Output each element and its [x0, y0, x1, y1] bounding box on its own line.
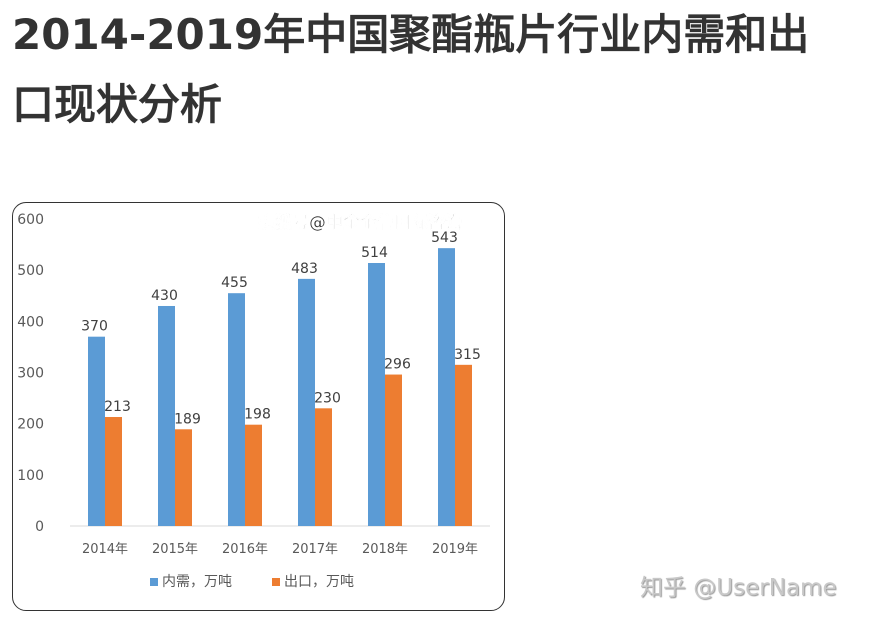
bar-domestic-demand [228, 293, 245, 526]
x-tick-label: 2015年 [152, 542, 198, 557]
y-tick-label: 200 [17, 417, 44, 433]
data-label: 315 [454, 347, 481, 363]
y-tick-label: 0 [35, 519, 44, 535]
page-title-line-1: 2014-2019年中国聚酯瓶片行业内需和出 [12, 10, 810, 59]
data-label: 213 [104, 399, 131, 415]
data-label: 455 [221, 275, 248, 291]
bar-export [315, 408, 332, 526]
bar-export [385, 374, 402, 526]
data-label: 370 [81, 319, 108, 335]
y-tick-label: 100 [17, 468, 44, 484]
x-tick-label: 2017年 [292, 542, 338, 557]
zhihu-watermark: 知乎 @UserName [640, 575, 837, 601]
data-label: 198 [244, 407, 271, 423]
bar-domestic-demand [438, 248, 455, 527]
data-label: 230 [314, 390, 341, 406]
sohu-watermark: 搜狐号@中金企信国际咨询 [258, 212, 462, 233]
x-tick-label: 2016年 [222, 542, 268, 557]
legend-swatch [150, 578, 158, 586]
data-label: 296 [384, 357, 411, 373]
bar-domestic-demand [298, 278, 315, 526]
data-label: 430 [151, 288, 178, 304]
data-label: 514 [361, 245, 388, 261]
legend-swatch [272, 578, 280, 586]
x-tick-label: 2018年 [362, 542, 408, 557]
page-title-line-2: 口现状分析 [12, 80, 223, 129]
y-tick-label: 300 [17, 366, 44, 382]
data-label: 543 [431, 230, 458, 246]
legend-label: 出口，万吨 [284, 574, 354, 590]
bar-domestic-demand [158, 305, 175, 526]
page-title: 2014-2019年中国聚酯瓶片行业内需和出 口现状分析 [12, 0, 872, 140]
bar-domestic-demand [88, 336, 105, 526]
bar-export [175, 429, 192, 526]
x-tick-label: 2019年 [432, 542, 478, 557]
x-tick-label: 2014年 [82, 542, 128, 557]
y-tick-label: 400 [17, 314, 44, 330]
bar-export [245, 424, 262, 526]
data-label: 483 [291, 261, 318, 277]
legend-label: 内需，万吨 [162, 574, 232, 590]
y-tick-label: 500 [17, 263, 44, 279]
y-tick-label: 600 [17, 212, 44, 228]
bar-export [105, 417, 122, 526]
bar-domestic-demand [368, 263, 385, 526]
data-label: 189 [174, 411, 201, 427]
bar-export [455, 364, 472, 526]
